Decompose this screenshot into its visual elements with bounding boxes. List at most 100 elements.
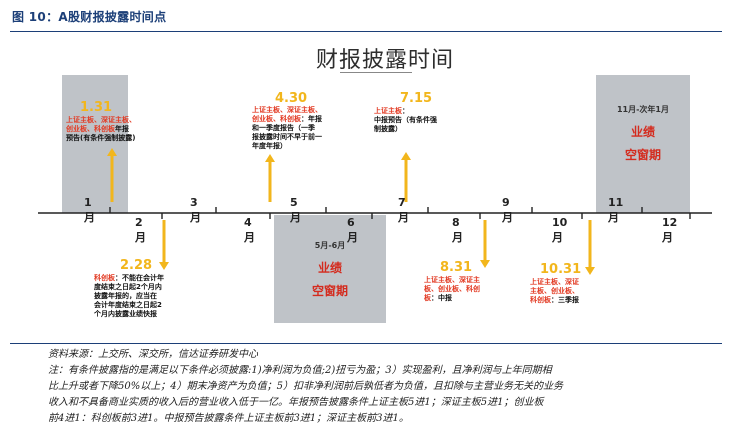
month-label-7: 7月 [398, 196, 409, 224]
desc-text: 制披露） [374, 125, 402, 133]
board-highlight: 板 [424, 294, 431, 302]
event-desc-1-31: 上证主板、深证主板、 创业板、科创板年报 预告(有条件强制披露) [66, 116, 152, 143]
axis-ticks [109, 207, 691, 219]
board-highlight: 上证主板 [374, 107, 402, 115]
board-highlight: 创业板、科创板 [66, 125, 115, 133]
arrow-1-31 [107, 148, 117, 202]
board-highlight: 上证主板、深证 [530, 278, 579, 286]
desc-text: 预告(有条件强制披露) [66, 134, 136, 142]
event-desc-line: 度结束之日起2个月内 [94, 283, 190, 292]
event-desc-line: 上证主板、深证主 [424, 276, 504, 285]
arrow-2-28 [159, 220, 169, 270]
window-label-nov-jan: 11月-次年1月 业绩 空窗期 [596, 104, 690, 163]
source-notes: 资料来源：上交所、深交所，信达证券研发中心 注：有条件披露指的是满足以下条件必须… [48, 347, 718, 427]
desc-text: ：中报 [431, 294, 452, 302]
window-may-jun [274, 215, 386, 323]
event-desc-line: 年度年报） [252, 142, 346, 151]
window-title-may-jun: 业绩 [317, 261, 342, 275]
window-range-nov-jan: 11月-次年1月 [616, 105, 670, 114]
arrow-10-31 [585, 220, 595, 275]
event-desc-7-15: 上证主板： 中报预告（有条件强 制披露） [374, 107, 456, 134]
desc-text: 年度年报） [252, 142, 287, 150]
event-date-2-28: 2.28 [120, 258, 153, 273]
event-desc-line: 科创板：三季报 [530, 296, 602, 305]
board-highlight: 创业板、科创板 [252, 115, 301, 123]
note-line-2: 比上升或者下降50%以上；4）期末净资产为负值；5）扣非净利润前后孰低者为负值，… [48, 381, 563, 392]
event-desc-4-30: 上证主板、深证主板、 创业板、科创板：年报 和一季度报告（一季 报披露时间不早于前一年… [252, 106, 346, 151]
event-desc-line: 披露年报的，应当在 [94, 292, 190, 301]
month-label-3: 3月 [190, 196, 201, 224]
event-desc-2-28: 科创板：不能在会计年 度结束之日起2个月内 披露年报的，应当在 会计年度结束之日起2 个… [94, 274, 190, 319]
month-label-11: 11月 [608, 196, 624, 224]
event-desc-line: 上证主板、深证主板、 [66, 116, 152, 125]
month-label-12: 12月 [662, 216, 678, 244]
desc-text: 个月内披露业绩快报 [94, 310, 157, 318]
desc-text: ： [402, 107, 409, 115]
window-subtitle-nov-jan: 空窗期 [624, 148, 661, 162]
board-highlight: 上证主板、深证主 [424, 276, 480, 284]
event-desc-line: 主板、创业板、 [530, 287, 602, 296]
event-date-8-31: 8.31 [440, 260, 473, 275]
note-line-3: 收入和不具备商业实质的收入后的营业收入低于一亿。年报预告披露条件上证主板5进1；… [48, 397, 544, 408]
note-line-4: 前4进1：科创板前3进1。中报预告披露条件上证主板前3进1；深证主板前3进1。 [48, 413, 409, 424]
event-desc-line: 上证主板： [374, 107, 456, 116]
arrow-4-30 [265, 154, 275, 202]
event-date-7-15: 7.15 [400, 91, 433, 106]
event-arrows [107, 148, 595, 275]
event-desc-line: 科创板：不能在会计年 [94, 274, 190, 283]
event-desc-line: 和一季度报告（一季 [252, 124, 346, 133]
month-label-5: 5月 [290, 196, 301, 224]
event-desc-line: 上证主板、深证 [530, 278, 602, 287]
title-rule [10, 31, 722, 32]
event-desc-line: 报披露时间不早于前一 [252, 133, 346, 142]
desc-text: 报披露时间不早于前一 [252, 133, 322, 141]
event-date-10-31: 10.31 [540, 262, 582, 277]
event-desc-line: 板、创业板、科创 [424, 285, 504, 294]
desc-text: 会计年度结束之日起2 [94, 301, 162, 309]
event-date-1-31: 1.31 [80, 100, 113, 115]
window-range-may-jun: 5月-6月 [314, 241, 346, 250]
board-highlight: 上证主板、深证主板、 [252, 106, 322, 114]
event-desc-line: 预告(有条件强制披露) [66, 134, 152, 143]
timeline-svg [38, 75, 712, 323]
event-date-4-30: 4.30 [275, 91, 308, 106]
event-desc-line: 会计年度结束之日起2 [94, 301, 190, 310]
event-desc-line: 创业板、科创板年报 [66, 125, 152, 134]
month-label-10: 10月 [552, 216, 568, 244]
event-desc-line: 上证主板、深证主板、 [252, 106, 346, 115]
source-line: 资料来源：上交所、深交所，信达证券研发中心 [48, 349, 258, 360]
board-highlight: 上证主板、深证主板、 [66, 116, 136, 124]
desc-text: 和一季度报告（一季 [252, 124, 315, 132]
board-highlight: 板、创业板、科创 [424, 285, 480, 293]
event-desc-line: 制披露） [374, 125, 456, 134]
desc-text: ：年报 [301, 115, 322, 123]
event-desc-line: 个月内披露业绩快报 [94, 310, 190, 319]
notes-rule [10, 343, 722, 344]
desc-text: 度结束之日起2个月内 [94, 283, 162, 291]
month-label-2: 2月 [135, 216, 146, 244]
arrow-8-31 [480, 220, 490, 268]
window-label-may-jun: 5月-6月 业绩 空窗期 [274, 240, 386, 299]
desc-text: 中报预告（有条件强 [374, 116, 437, 124]
event-desc-line: 板：中报 [424, 294, 504, 303]
month-label-6: 6月 [347, 216, 358, 244]
diagram-heading: 财报披露时间 [315, 48, 454, 73]
board-highlight: 科创板 [530, 296, 551, 304]
desc-text: 年报 [115, 125, 129, 133]
desc-text: 披露年报的，应当在 [94, 292, 157, 300]
desc-text: ：三季报 [551, 296, 579, 304]
event-desc-line: 创业板、科创板：年报 [252, 115, 346, 124]
figure-title: 图 10：A股财报披露时间点 [12, 10, 167, 24]
month-label-1: 1月 [84, 196, 95, 224]
window-title-nov-jan: 业绩 [630, 125, 655, 139]
month-label-9: 9月 [502, 196, 513, 224]
month-label-4: 4月 [244, 216, 255, 244]
event-desc-line: 中报预告（有条件强 [374, 116, 456, 125]
board-highlight: 科创板 [94, 274, 115, 282]
window-jan [62, 75, 128, 213]
window-nov-jan [596, 75, 690, 213]
desc-text: ：不能在会计年 [115, 274, 164, 282]
heading-underline [340, 72, 412, 73]
board-highlight: 主板、创业板、 [530, 287, 579, 295]
note-line-1: 注：有条件披露指的是满足以下条件必须披露:1)净利润为负值;2)扭亏为盈；3）实… [48, 365, 552, 376]
